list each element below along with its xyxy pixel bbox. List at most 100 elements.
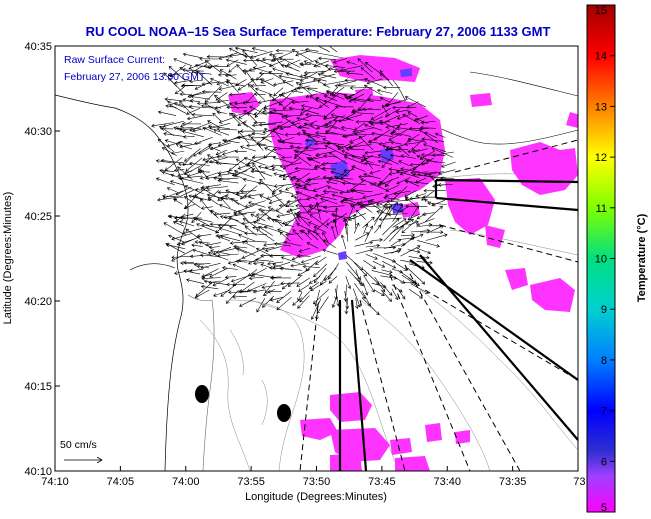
current-vector (333, 69, 355, 74)
current-vector (199, 56, 219, 61)
current-vector (217, 193, 229, 201)
current-vector (368, 140, 384, 145)
current-vector (378, 141, 391, 146)
current-vector (343, 155, 366, 165)
current-vector (302, 264, 320, 269)
current-vector (293, 149, 311, 156)
buoy-marker (195, 385, 209, 403)
current-vector (345, 114, 363, 121)
current-vector (314, 46, 330, 53)
current-vector (307, 205, 318, 213)
current-vector (205, 242, 221, 247)
current-vector (225, 189, 246, 199)
current-vector (157, 138, 174, 152)
current-vector (428, 173, 439, 186)
current-vector (367, 200, 384, 213)
current-vector (191, 211, 202, 224)
current-vector (301, 104, 320, 110)
current-vector (283, 240, 302, 247)
current-vector (364, 161, 381, 166)
current-vector (185, 228, 202, 241)
current-vector (249, 105, 267, 116)
current-vector (422, 212, 435, 217)
current-vector (289, 208, 300, 227)
current-vector (242, 68, 255, 73)
current-vector (353, 97, 374, 102)
current-vector (294, 166, 318, 171)
current-vector (314, 193, 337, 200)
current-vector (408, 263, 425, 270)
current-vector (173, 58, 193, 67)
current-vector (379, 180, 390, 186)
current-vector (294, 182, 310, 191)
current-vector (337, 142, 354, 150)
current-vector (322, 138, 345, 150)
current-vector (407, 149, 420, 154)
current-vector (191, 194, 211, 202)
current-vector (241, 248, 264, 259)
current-vector (184, 185, 204, 195)
current-vector (290, 263, 310, 268)
current-vector (302, 131, 327, 138)
current-vector (322, 189, 339, 194)
current-vector (199, 172, 219, 180)
current-vector (348, 93, 365, 103)
current-vector (434, 132, 446, 138)
current-vector (296, 277, 311, 287)
current-vector (407, 267, 426, 285)
scale-bar-label: 50 cm/s (60, 439, 97, 451)
current-vector (217, 190, 239, 195)
current-vector (228, 290, 248, 295)
current-vector (218, 84, 240, 91)
current-vector (374, 289, 385, 296)
current-vector (314, 301, 319, 320)
current-vector (324, 63, 345, 68)
current-vector (238, 234, 256, 242)
current-vector (194, 240, 210, 244)
current-vector (414, 177, 426, 184)
current-vector (288, 106, 302, 111)
current-vector (323, 205, 345, 210)
current-vector (178, 162, 192, 167)
current-vector (237, 79, 255, 91)
current-vector (217, 223, 237, 228)
current-vector (179, 92, 192, 97)
current-vector (189, 99, 201, 103)
current-vector (272, 147, 294, 152)
current-vector (294, 153, 312, 167)
current-vector (314, 289, 320, 307)
current-vector (390, 130, 411, 137)
current-vector (360, 67, 376, 80)
current-vector (315, 98, 330, 109)
current-vector (423, 199, 436, 206)
current-vector (379, 120, 399, 131)
current-vector (218, 203, 241, 213)
current-vector (344, 78, 365, 83)
current-vector (441, 161, 456, 168)
current-vector (410, 283, 429, 294)
current-vector (384, 190, 402, 198)
current-vector (373, 206, 388, 223)
current-vector (349, 135, 367, 143)
current-vector (285, 72, 309, 79)
current-vector (216, 127, 238, 132)
current-vector (346, 60, 357, 65)
current-vector (324, 267, 337, 281)
current-vector (352, 110, 374, 115)
current-vector (381, 104, 390, 117)
current-vector (372, 182, 384, 186)
current-vector (173, 198, 183, 205)
surface-current-vectors (151, 46, 456, 320)
current-vector (315, 202, 321, 221)
current-vector (324, 144, 347, 157)
long-island-shore (469, 71, 578, 97)
current-vector (353, 261, 368, 277)
current-vector (340, 200, 357, 206)
current-vector (271, 167, 284, 172)
current-vector (334, 288, 341, 307)
current-vector (250, 84, 266, 88)
current-vector (181, 130, 204, 138)
current-vector (297, 125, 310, 130)
current-vector (271, 218, 294, 228)
colorbar-tick-label: 7 (601, 406, 607, 418)
